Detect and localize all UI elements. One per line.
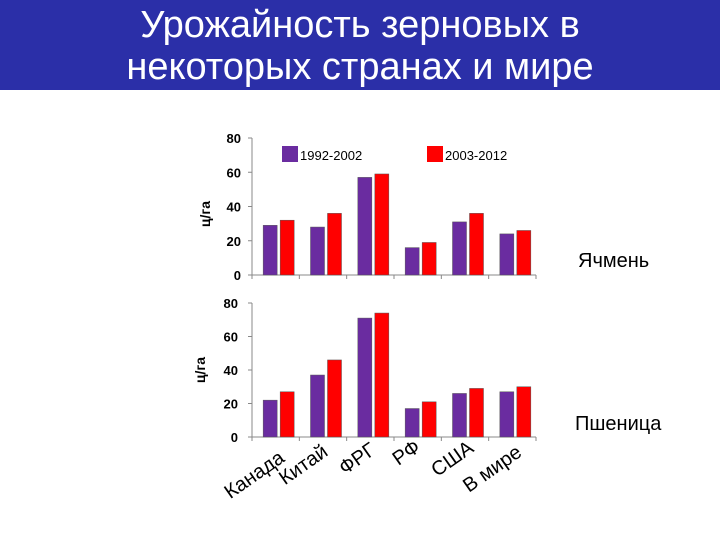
legend-swatch-1 <box>427 146 443 162</box>
bar-p2-0 <box>279 219 295 276</box>
bar-p2-3 <box>421 401 437 438</box>
y-tick-label: 0 <box>234 268 241 283</box>
y-tick-label: 60 <box>224 330 238 345</box>
bar-p1-4 <box>452 221 467 276</box>
slide-title-line-1: Урожайность зерновых в <box>140 4 580 46</box>
y-tick-label: 20 <box>227 234 241 249</box>
bar-p1-2 <box>357 317 373 438</box>
bar-p2-5 <box>516 386 532 438</box>
bar-p2-3 <box>421 242 437 276</box>
bar-p1-4 <box>452 393 467 438</box>
bar-p2-4 <box>469 388 484 438</box>
y-tick-label: 80 <box>224 296 238 311</box>
y-axis-label: ц/га <box>192 357 208 383</box>
bar-p1-1 <box>310 374 325 438</box>
legend-label-1: 2003-2012 <box>445 148 507 163</box>
wheat-label: Пшеница <box>575 413 662 435</box>
bar-p1-5 <box>499 233 515 276</box>
bar-p2-1 <box>327 213 342 276</box>
slide-title-line-2: некоторых странах и мире <box>126 46 594 88</box>
bar-p2-4 <box>469 213 484 276</box>
y-tick-label: 20 <box>224 397 238 412</box>
legend-label-0: 1992-2002 <box>300 148 362 163</box>
bar-p1-5 <box>499 391 515 438</box>
bar-p2-0 <box>279 391 295 438</box>
y-tick-label: 0 <box>231 430 238 445</box>
category-label-3: РФ <box>389 436 425 470</box>
bar-p2-2 <box>374 173 390 276</box>
bar-p1-3 <box>404 247 420 276</box>
category-label-1: Китай <box>275 441 332 490</box>
bar-p1-0 <box>262 225 278 276</box>
y-tick-label: 40 <box>227 200 241 215</box>
barley-label: Ячмень <box>578 250 650 272</box>
legend-swatch-0 <box>282 146 298 162</box>
bar-p2-1 <box>327 359 342 438</box>
category-label-2: ФРГ <box>335 439 380 480</box>
chart-panel-0: 0 20 40 60 80 ц/га 1992-2002 2003-2012 <box>197 131 537 283</box>
bar-p2-5 <box>516 230 532 276</box>
bar-p1-2 <box>357 177 373 276</box>
title-bar: Урожайность зерновых в некоторых странах… <box>0 0 720 90</box>
y-tick-label: 80 <box>227 131 241 146</box>
y-axis-label: ц/га <box>197 201 213 227</box>
bar-p1-1 <box>310 226 325 276</box>
chart-legend: 1992-2002 2003-2012 <box>282 146 507 163</box>
bar-p1-3 <box>404 408 420 438</box>
bar-p1-0 <box>262 399 278 438</box>
y-tick-label: 40 <box>224 363 238 378</box>
y-tick-label: 60 <box>227 165 241 180</box>
bar-p2-2 <box>374 312 390 438</box>
